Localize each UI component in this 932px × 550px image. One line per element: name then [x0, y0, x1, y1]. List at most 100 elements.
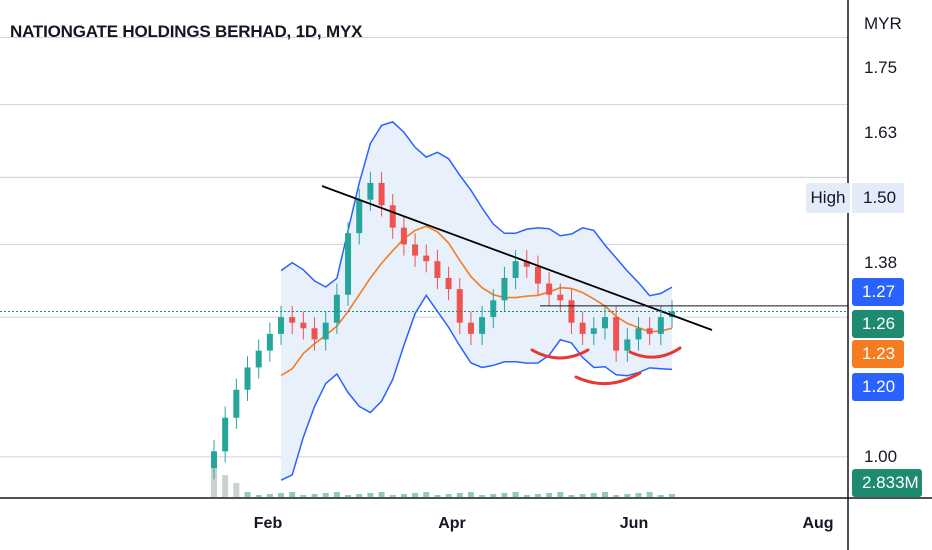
candle-body: [635, 328, 642, 340]
candle-body: [300, 322, 307, 329]
volume-bar: [289, 492, 296, 497]
candle-body: [367, 182, 374, 200]
candle-body: [601, 317, 608, 329]
candle-body: [557, 294, 564, 301]
high-marker-value: 1.50: [852, 183, 904, 213]
volume-bar: [278, 493, 285, 497]
volume-bar: [300, 495, 307, 497]
volume-bar: [501, 493, 508, 497]
volume-bar: [356, 494, 363, 497]
volume-bar: [646, 492, 653, 497]
candle-body: [434, 261, 441, 278]
volume-bar: [367, 493, 374, 497]
candle-body: [255, 350, 262, 368]
candle-body: [412, 244, 419, 256]
candle-body: [624, 339, 631, 351]
volume-bar: [579, 494, 586, 497]
candle-body: [523, 261, 530, 267]
candle-body: [233, 389, 240, 418]
bb-basis-badge: 1.23: [852, 340, 904, 368]
volume-bar: [546, 493, 553, 497]
candle-body: [490, 300, 497, 318]
volume-bar: [557, 492, 564, 497]
volume-bar: [322, 493, 329, 497]
candle-body: [400, 227, 407, 245]
candle-body: [244, 367, 251, 390]
candle-body: [356, 199, 363, 234]
candle-body: [456, 289, 463, 323]
volume-bar: [389, 495, 396, 497]
volume-bar: [456, 493, 463, 497]
x-tick-label: Jun: [619, 515, 649, 532]
currency-label: MYR: [864, 14, 902, 33]
bollinger-basis-line: [280, 225, 673, 377]
volume-bar: [490, 494, 497, 497]
volume-bar: [333, 492, 340, 497]
left-shoulder-arc: [530, 348, 590, 360]
candle-body: [445, 277, 452, 290]
y-tick-label: 1.75: [864, 58, 898, 77]
volume-bar: [400, 494, 407, 497]
candle-body: [266, 333, 273, 351]
candle-body: [378, 182, 385, 206]
chart-title: NATIONGATE HOLDINGS BERHAD, 1D, MYX: [10, 22, 363, 41]
candle-body: [512, 261, 519, 278]
candle-body: [579, 322, 586, 334]
x-tick-label: Aug: [802, 515, 834, 532]
volume-bar: [345, 495, 352, 497]
candle-body: [222, 417, 229, 452]
volume-bar: [412, 493, 419, 497]
volume-bar: [423, 492, 430, 497]
volume-bar: [211, 467, 217, 497]
candle-body: [501, 277, 508, 301]
x-tick-label: Feb: [253, 515, 283, 532]
y-tick-label: 1.00: [864, 447, 898, 466]
volume-bar: [534, 494, 541, 497]
candle-body: [311, 328, 318, 340]
volume-bar: [613, 495, 620, 497]
candle-body: [289, 317, 296, 323]
volume-bar: [233, 483, 240, 497]
candle-body: [568, 300, 575, 323]
volume-bar: [523, 495, 530, 497]
volume-bar: [445, 494, 452, 497]
candle-body: [211, 451, 217, 469]
volume-bar: [635, 493, 642, 497]
volume-bar: [244, 492, 251, 497]
candle-body: [278, 317, 285, 334]
volume-bar: [512, 492, 519, 497]
candle-body: [646, 328, 653, 334]
bb-lower-badge: 1.20: [852, 373, 904, 401]
volume-badge: 2.833M: [852, 469, 922, 497]
candle-body: [322, 322, 329, 340]
volume-bar: [479, 495, 486, 497]
bollinger-band-fill: [281, 121, 672, 481]
volume-bar: [624, 494, 631, 497]
volume-bar: [266, 494, 273, 497]
candle-body: [657, 317, 664, 334]
volume-bar: [378, 492, 385, 497]
last-price-badge: 1.26: [852, 310, 904, 338]
candle-body: [423, 255, 430, 262]
volume-bar: [222, 475, 229, 497]
candle-body: [546, 283, 553, 295]
volume-bar: [568, 495, 575, 497]
volume-bar: [669, 494, 675, 497]
volume-bar: [657, 495, 664, 497]
candle-body: [467, 322, 474, 334]
high-marker-label: High: [806, 183, 850, 213]
candle-body: [479, 317, 486, 334]
volume-bar: [467, 492, 474, 497]
candle-body: [345, 233, 352, 295]
volume-bar: [601, 492, 608, 497]
candle-body: [613, 317, 620, 351]
candle-body: [333, 294, 340, 323]
bb-upper-badge: 1.27: [852, 278, 904, 306]
volume-bar: [434, 495, 441, 497]
x-tick-label: Apr: [438, 515, 466, 532]
y-tick-label: 1.38: [864, 253, 898, 272]
right-shoulder-arc: [628, 346, 682, 359]
candle-body: [590, 328, 597, 334]
volume-bar: [255, 495, 262, 497]
